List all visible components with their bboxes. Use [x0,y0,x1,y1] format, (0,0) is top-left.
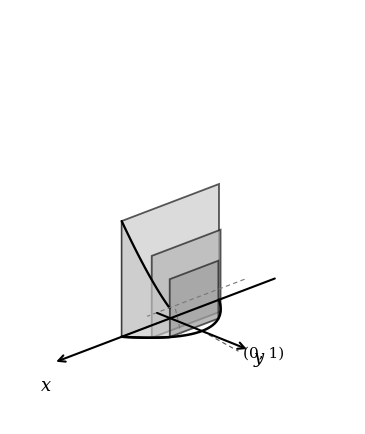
Polygon shape [122,221,170,338]
Text: x: x [41,377,51,395]
Polygon shape [122,184,219,337]
Text: (0, 1): (0, 1) [243,347,285,361]
Polygon shape [170,261,218,337]
Polygon shape [152,230,220,338]
Text: y: y [253,349,264,367]
